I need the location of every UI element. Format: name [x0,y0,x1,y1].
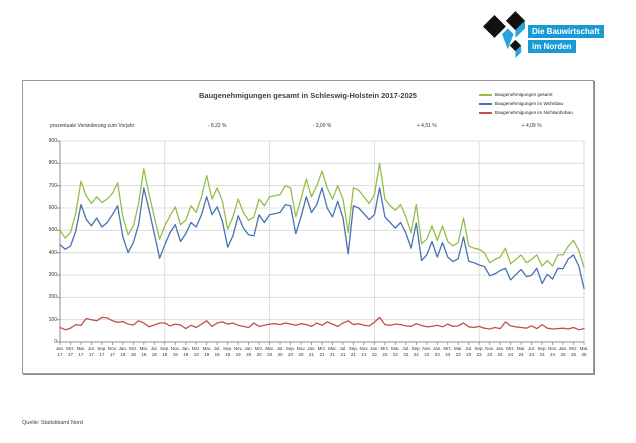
legend-item: Baugenehmigungen gesamt [479,90,573,99]
x-axis-tick-label: Mrz. 18 [128,346,138,357]
series-line [59,316,585,331]
legend-line-swatch [479,93,492,96]
x-axis-tick-label: Sep. 19 [223,346,233,357]
x-axis-tick-label: Nov. 19 [233,346,243,357]
logo-badge-line1: Die Bauwirtschaft [528,25,604,38]
x-axis-tick-label: Jul. 18 [150,346,158,357]
x-axis-tick-label: Sep. 24 [537,346,547,357]
x-axis-tick-label: Jul. 22 [402,346,410,357]
legend-label: Baugenehmigungen im Nichtwohnbau [495,110,573,115]
annotation-label: prozentuale Veränderung zum Vorjahr: [50,123,136,129]
legend-line-swatch [479,111,492,114]
x-axis-tick-label: Jul. 19 [213,346,221,357]
x-axis-tick-label: Mrz. 17 [66,346,75,357]
y-axis-tick-label: 0 [54,339,57,345]
y-axis-tick-label: 600 [48,205,57,211]
legend-label: Baugenehmigungen im Wohnbau [495,101,564,106]
x-axis-tick-label: Mai. 20 [265,346,274,357]
annotation-percent: + 4,09 % [521,123,542,129]
logo-badge-line2: im Norden [528,40,576,53]
y-axis-tick-label: 400 [48,249,57,256]
x-axis-tick-label: Mrz. 25 [569,346,578,357]
x-axis-tick-label: Mai. 21 [328,346,337,357]
y-axis-tick-label: 800 [48,160,57,167]
x-axis-tick-label: Mrz. 21 [317,346,327,357]
chart-title: Baugenehmigungen gesamt in Schleswig-Hol… [199,91,417,100]
y-axis-tick-label: 700 [48,182,57,189]
y-axis-tick-label: 500 [48,227,57,234]
cubes-logo-icon [483,11,525,58]
cube-shape [509,39,522,52]
x-axis-tick-label: Mai. 18 [139,346,149,357]
x-axis-tick-label: Mrz. 24 [506,346,515,357]
x-axis-tick-label: Sep. 21 [348,346,359,357]
chart-card: Baugenehmigungen gesamt in Schleswig-Hol… [22,80,594,374]
x-axis-tick-label: Jan. 21 [307,346,316,357]
plot-area [57,140,585,345]
x-axis-tick-label: Sep. 18 [160,346,170,357]
x-axis-tick-label: Mrz. 20 [254,346,264,357]
x-axis-tick-label: Mai. 22 [391,346,400,357]
x-axis-tick-label: Sep. 20 [285,346,296,357]
x-axis-tick-label: Mai. 24 [516,346,526,357]
series-line [59,162,585,268]
y-axis-tick-label: 900 [48,138,57,144]
legend-label: Baugenehmigungen gesamt [495,92,553,97]
annotation-percent: - 8,22 % [207,123,227,129]
x-axis-tick-label: Jan. 24 [495,346,505,357]
x-axis-tick-label: Nov. 20 [296,346,306,357]
x-axis-tick-label: Mrz. 19 [191,346,201,357]
x-axis-tick-label: Jan. 23 [433,346,442,357]
x-axis-tick-label: Sep. 22 [411,346,421,357]
legend-item: Baugenehmigungen im Wohnbau [479,99,573,108]
x-axis-tick-label: Jul. 21 [339,346,347,357]
cube-shape [502,28,514,50]
y-axis-tick-label: 300 [48,272,57,278]
annotation-percent: + 4,51 % [416,123,437,129]
x-axis-tick-label: Mai. 19 [202,346,211,357]
y-axis-tick-label: 200 [48,294,57,301]
logo: Die Bauwirtschaft im Norden [483,11,615,61]
series-line [59,187,585,290]
x-axis-tick-label: Jan. 18 [118,346,128,357]
x-axis-tick-label: Sep. 17 [97,346,107,357]
x-axis-tick-label: Nov. 23 [485,346,495,357]
x-axis-tick-label: Jan. 22 [370,346,379,357]
x-axis-tick-label: Nov. 24 [548,346,557,357]
cube-shape [515,20,525,38]
x-axis-tick-label: Mrz. 23 [443,346,453,357]
x-axis-tick-label: Nov. 21 [359,346,369,357]
x-axis-tick-label: Nov. 18 [170,346,180,357]
cube-shape [515,45,522,58]
x-axis-tick-label: Mai. 17 [76,346,86,357]
x-axis-tick-label: Jan. 25 [558,346,568,357]
x-axis-tick-label: Mai. 23 [453,346,463,357]
x-axis-tick-label: Mrz. 22 [380,346,390,357]
x-axis-tick-label: Nov. 22 [422,346,432,357]
y-axis-tick-label: 100 [48,316,57,323]
x-axis-tick-label: Jul. 24 [528,346,536,357]
x-axis-tick-label: Jul. 17 [87,346,95,357]
x-axis-tick-label: Jul. 23 [465,346,473,357]
x-axis-tick-label: Nov. 17 [107,346,117,357]
legend-item: Baugenehmigungen im Nichtwohnbau [479,108,573,117]
x-axis-tick-label: Sep. 23 [474,346,484,357]
x-axis-tick-label: Jan. 17 [55,346,65,357]
x-axis-tick-label: Mai. 25 [579,346,589,357]
x-axis-tick-label: Jan. 20 [244,346,253,357]
legend-line-swatch [479,102,492,105]
x-axis-tick-label: Jul. 20 [276,346,284,357]
legend: Baugenehmigungen gesamt Baugenehmigungen … [479,90,573,117]
x-axis-tick-label: Jan. 19 [181,346,190,357]
logo-badges: Die Bauwirtschaft im Norden [528,25,604,55]
annotation-percent: - 3,09 % [312,123,332,129]
source-note: Quelle: Statistikamt Nord [22,420,83,426]
